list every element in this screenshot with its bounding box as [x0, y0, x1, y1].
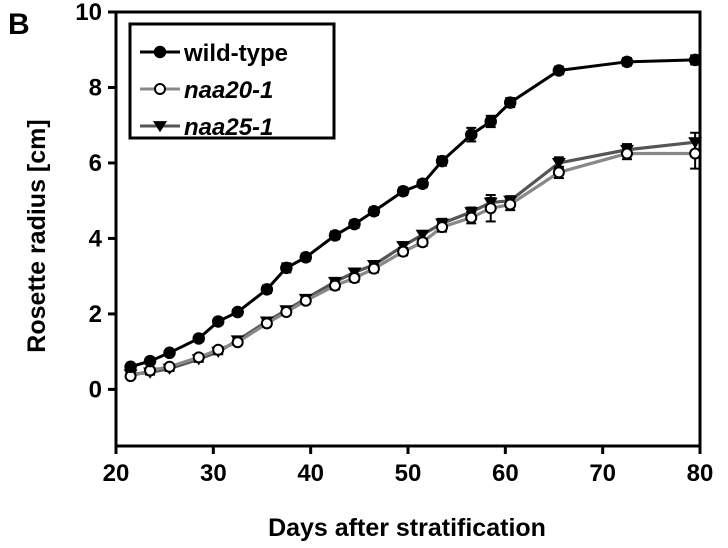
- series-wild-type: [124, 53, 702, 373]
- data-point: [299, 251, 313, 264]
- data-point: [688, 53, 702, 67]
- axes: 20 30 40 50 60 70 80 0 2 4 6 8 10: [75, 0, 713, 487]
- data-point: [367, 262, 380, 275]
- data-point: [231, 336, 244, 349]
- data-point: [416, 177, 429, 190]
- x-tick-label: 20: [103, 460, 130, 487]
- data-point: [212, 343, 225, 356]
- series-layer: [123, 53, 703, 383]
- data-point: [415, 229, 430, 241]
- legend-label: wild-type: [183, 40, 288, 67]
- data-point: [621, 147, 633, 160]
- data-point: [329, 279, 341, 292]
- data-point: [689, 147, 702, 160]
- y-tick-label: 2: [89, 301, 102, 328]
- data-point: [620, 55, 634, 69]
- legend-label: naa25-1: [184, 114, 273, 141]
- data-point: [124, 360, 137, 373]
- data-point: [299, 294, 312, 307]
- data-point: [348, 217, 361, 231]
- data-point: [396, 185, 410, 198]
- y-tick-label: 0: [89, 376, 102, 403]
- data-point: [397, 245, 410, 258]
- y-tick-label: 10: [75, 0, 102, 26]
- legend: wild-type naa20-1 naa25-1: [128, 22, 336, 141]
- data-point: [163, 360, 176, 373]
- legend-box: [128, 22, 336, 140]
- data-point: [328, 229, 342, 242]
- data-point: [435, 154, 449, 168]
- data-point: [465, 211, 478, 224]
- data-point: [280, 261, 293, 275]
- legend-marker: [154, 83, 166, 95]
- x-tick-label: 60: [492, 460, 519, 487]
- legend-marker: [153, 45, 167, 59]
- data-point: [416, 236, 429, 249]
- data-point: [231, 305, 244, 319]
- x-tick-label: 80: [687, 460, 714, 487]
- data-point: [143, 354, 157, 368]
- x-tick-label: 30: [200, 460, 227, 487]
- series-line-naa25-1: [130, 140, 696, 376]
- data-point: [260, 317, 273, 330]
- series-naa25-1: [123, 131, 703, 381]
- data-point: [552, 166, 565, 179]
- x-tick-label: 50: [395, 460, 422, 487]
- data-point: [503, 96, 517, 109]
- data-point: [367, 205, 381, 218]
- x-tick-label: 40: [297, 460, 324, 487]
- data-point: [163, 346, 176, 360]
- x-axis-title: Days after stratification: [268, 514, 546, 542]
- data-point: [551, 158, 566, 170]
- legend-label: naa20-1: [184, 77, 273, 104]
- panel-label: B: [8, 8, 30, 41]
- data-point: [260, 283, 274, 296]
- data-point: [484, 115, 497, 128]
- data-point: [465, 128, 478, 141]
- legend-marker: [153, 121, 167, 133]
- data-point: [504, 198, 517, 211]
- y-tick-label: 6: [89, 150, 102, 177]
- series-naa20-1: [124, 137, 702, 383]
- data-point: [484, 202, 497, 215]
- data-point: [192, 351, 205, 364]
- data-point: [280, 306, 293, 319]
- data-point: [348, 272, 361, 285]
- data-point: [552, 64, 566, 77]
- y-tick-label: 4: [89, 225, 103, 252]
- data-point: [192, 332, 205, 345]
- x-tick-label: 70: [589, 460, 616, 487]
- data-point: [436, 221, 449, 234]
- data-point: [211, 315, 225, 328]
- y-axis-title: Rosette radius [cm]: [23, 119, 51, 352]
- y-tick-label: 8: [89, 74, 102, 101]
